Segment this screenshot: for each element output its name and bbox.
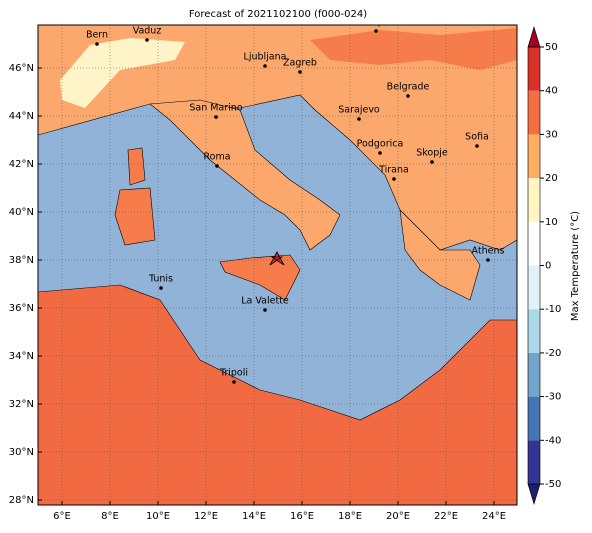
city-label: Belgrade bbox=[387, 82, 430, 93]
plot-frame bbox=[37, 24, 518, 506]
lon-tick-label: 12°E bbox=[194, 511, 218, 522]
lon-tick-label: 6°E bbox=[53, 511, 71, 522]
sicily bbox=[219, 254, 301, 301]
city-dot bbox=[486, 258, 490, 262]
colorbar-tick-label: -20 bbox=[545, 348, 561, 359]
lat-tick-label: 32°N bbox=[9, 399, 34, 410]
colorbar-tick-label: 40 bbox=[545, 86, 558, 97]
colorbar-segment bbox=[528, 265, 540, 310]
cool-zone bbox=[60, 38, 185, 108]
colorbar-segment bbox=[528, 352, 540, 397]
city-label: La Valette bbox=[241, 296, 289, 307]
city-dot bbox=[357, 117, 361, 121]
lon-tick-label: 10°E bbox=[146, 511, 170, 522]
city-dot bbox=[406, 94, 410, 98]
lon-tick-label: 8°E bbox=[101, 511, 119, 522]
lon-tick-label: 18°E bbox=[338, 511, 362, 522]
corsica bbox=[127, 147, 146, 186]
city-label: Skopje bbox=[416, 148, 448, 159]
colorbar-tick-label: 50 bbox=[545, 42, 558, 53]
colorbar-segment bbox=[528, 396, 540, 441]
colorbar-segment bbox=[528, 178, 540, 222]
sardinia bbox=[114, 187, 156, 246]
lon-tick-label: 22°E bbox=[434, 511, 458, 522]
colorbar-segment bbox=[528, 47, 540, 91]
city-label: Podgorica bbox=[357, 139, 404, 150]
colorbar-segment bbox=[528, 309, 540, 353]
colorbar-tick-label: -30 bbox=[545, 392, 561, 403]
colorbar-label: Max Temperature (°C) bbox=[570, 211, 581, 321]
colorbar-tick-label: 10 bbox=[545, 217, 558, 228]
colorbar-segment bbox=[528, 90, 540, 135]
city-label: Ljubljana bbox=[244, 52, 287, 63]
lat-tick-label: 46°N bbox=[9, 63, 34, 74]
city-label: Bern bbox=[86, 30, 108, 41]
city-label: Tirana bbox=[378, 165, 409, 176]
colorbar-tick-label: 0 bbox=[545, 261, 551, 272]
city-label: Vaduz bbox=[133, 26, 162, 37]
city-dot bbox=[263, 64, 267, 68]
colorbar-tick-label: -10 bbox=[545, 304, 561, 315]
lat-tick-label: 42°N bbox=[9, 159, 34, 170]
city-dot bbox=[159, 286, 163, 290]
city-dot bbox=[232, 380, 236, 384]
colorbar-extend-under bbox=[527, 483, 541, 506]
city-label: Zagreb bbox=[283, 58, 317, 69]
city-dot bbox=[298, 70, 302, 74]
lat-tick-label: 28°N bbox=[9, 495, 34, 506]
lat-tick-label: 40°N bbox=[9, 207, 34, 218]
colorbar-tick-label: 30 bbox=[545, 129, 558, 140]
city-label: Sarajevo bbox=[338, 105, 380, 116]
city-label: Tripoli bbox=[219, 368, 248, 379]
colorbar-segment bbox=[528, 221, 540, 266]
lon-tick-label: 16°E bbox=[290, 511, 314, 522]
greece bbox=[399, 209, 481, 301]
city-dot bbox=[215, 164, 219, 168]
city-label: San Marino bbox=[189, 103, 242, 114]
warm-zone bbox=[310, 28, 517, 70]
city-dot bbox=[214, 115, 218, 119]
colorbar-tick-label: -50 bbox=[545, 479, 561, 490]
city-dot bbox=[95, 42, 99, 46]
lat-tick-label: 34°N bbox=[9, 351, 34, 362]
lat-tick-label: 38°N bbox=[9, 255, 34, 266]
colorbar-extend-over bbox=[527, 25, 541, 48]
city-dot bbox=[378, 151, 382, 155]
city-dot bbox=[430, 160, 434, 164]
lat-tick-label: 30°N bbox=[9, 447, 34, 458]
lat-tick-label: 36°N bbox=[9, 303, 34, 314]
star-marker bbox=[269, 251, 285, 266]
city-label: Athens bbox=[472, 246, 505, 257]
italy bbox=[149, 99, 341, 251]
colorbar-tick-label: 20 bbox=[545, 173, 558, 184]
city-dot bbox=[263, 308, 267, 312]
city-dot bbox=[374, 29, 378, 33]
lon-tick-label: 20°E bbox=[386, 511, 410, 522]
city-dot bbox=[475, 144, 479, 148]
lon-tick-label: 24°E bbox=[482, 511, 506, 522]
lon-tick-label: 14°E bbox=[242, 511, 266, 522]
lat-tick-label: 44°N bbox=[9, 111, 34, 122]
colorbar-tick-label: -40 bbox=[545, 435, 561, 446]
colorbar-segment bbox=[528, 440, 540, 484]
city-label: Sofia bbox=[465, 132, 489, 143]
city-label: Tunis bbox=[148, 274, 173, 285]
map-title: Forecast of 2021102100 (f000-024) bbox=[189, 9, 367, 20]
city-dot bbox=[392, 177, 396, 181]
city-dot bbox=[145, 38, 149, 42]
city-label: Roma bbox=[203, 152, 230, 163]
city-label: Budapest bbox=[354, 17, 399, 28]
colorbar-segment bbox=[528, 134, 540, 179]
